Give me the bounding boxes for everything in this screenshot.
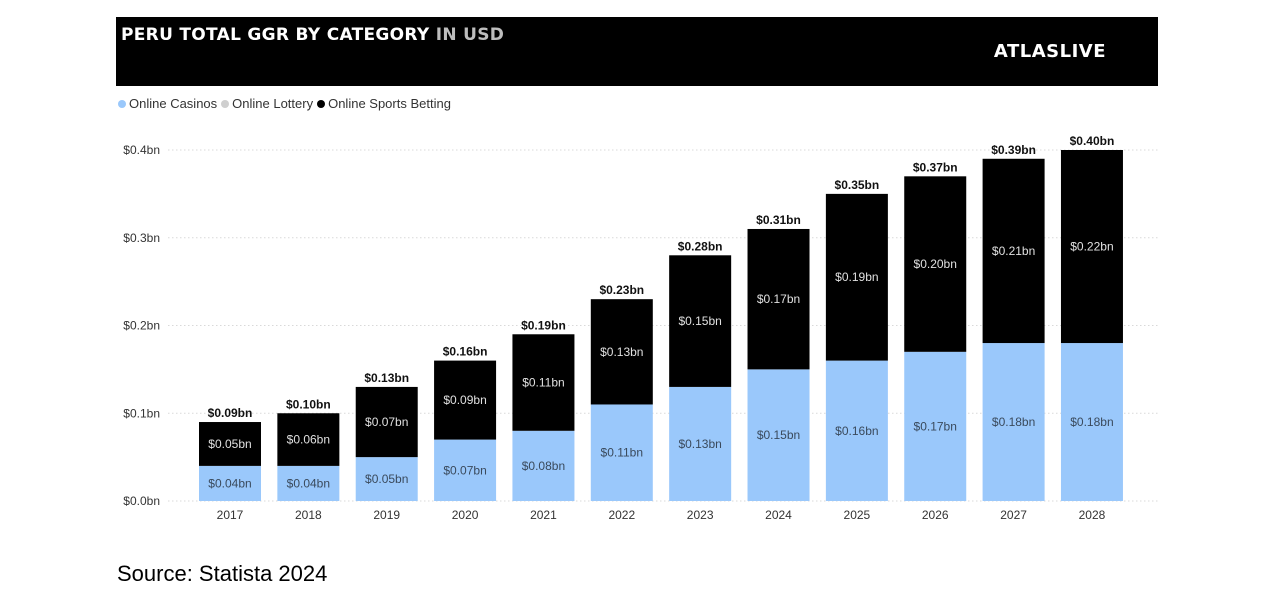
x-tick-label: 2028 [1079, 508, 1106, 522]
x-tick-label: 2023 [687, 508, 714, 522]
bar-online-sports-betting [434, 360, 497, 440]
data-label-online-casinos: $0.17bn [914, 419, 957, 433]
data-label-online-sports-betting: $0.22bn [1070, 240, 1113, 254]
bar-online-sports-betting [277, 413, 340, 466]
x-tick-label: 2021 [530, 508, 557, 522]
data-label-online-casinos: $0.04bn [287, 476, 330, 490]
y-tick-label: $0.2bn [123, 319, 160, 333]
bar-online-casinos [355, 457, 418, 501]
data-label-online-casinos: $0.08bn [522, 459, 565, 473]
x-tick-label: 2022 [608, 508, 635, 522]
chart-legend: Online Casinos Online Lottery Online Spo… [118, 96, 455, 111]
data-label-online-sports-betting: $0.19bn [835, 270, 878, 284]
bar-online-sports-betting [199, 422, 261, 466]
legend-item-online-casinos: Online Casinos [118, 96, 217, 111]
legend-item-online-lottery: Online Lottery [221, 96, 313, 111]
data-label-total: $0.37bn [913, 160, 958, 174]
bar-online-casinos [1060, 343, 1123, 501]
data-label-online-sports-betting: $0.09bn [443, 393, 486, 407]
bar-online-casinos [512, 430, 575, 501]
data-label-online-casinos: $0.18bn [992, 415, 1035, 429]
x-tick-label: 2018 [295, 508, 322, 522]
data-label-online-casinos: $0.04bn [208, 476, 251, 490]
bar-online-casinos [982, 343, 1045, 501]
data-label-online-casinos: $0.07bn [443, 463, 486, 477]
legend-label: Online Lottery [232, 96, 314, 111]
x-tick-label: 2024 [765, 508, 792, 522]
source-note: Source: Statista 2024 [117, 561, 328, 586]
data-label-total: $0.13bn [364, 371, 409, 385]
data-label-online-sports-betting: $0.17bn [757, 292, 800, 306]
data-label-total: $0.19bn [521, 318, 566, 332]
bar-online-casinos [669, 386, 732, 501]
bar-online-sports-betting [669, 255, 732, 387]
data-label-online-sports-betting: $0.15bn [678, 314, 721, 328]
bar-online-casinos [590, 404, 653, 501]
data-label-online-sports-betting: $0.07bn [365, 415, 408, 429]
bar-online-sports-betting [747, 228, 810, 370]
data-label-online-sports-betting: $0.13bn [600, 345, 643, 359]
legend-item-online-sports-betting: Online Sports Betting [317, 96, 451, 111]
data-label-total: $0.10bn [286, 397, 331, 411]
y-tick-label: $0.3bn [123, 231, 160, 245]
data-label-online-sports-betting: $0.21bn [992, 244, 1035, 258]
legend-dot-icon [221, 99, 230, 108]
y-tick-label: $0.4bn [123, 143, 160, 157]
legend-dot-icon [118, 99, 126, 108]
x-tick-label: 2025 [844, 508, 871, 522]
data-label-online-casinos: $0.15bn [757, 428, 800, 442]
bar-online-casinos [904, 351, 967, 501]
data-label-online-casinos: $0.13bn [678, 437, 721, 451]
bar-online-sports-betting [512, 334, 575, 431]
data-label-online-casinos: $0.05bn [365, 472, 408, 486]
chart-title-suffix: IN USD [435, 25, 505, 45]
x-tick-label: 2026 [922, 508, 949, 522]
data-label-total: $0.35bn [835, 178, 880, 192]
y-tick-label: $0.1bn [123, 406, 160, 420]
bar-online-sports-betting [355, 386, 418, 458]
legend-label: Online Sports Betting [328, 96, 451, 111]
bar-online-sports-betting [590, 299, 653, 405]
bar-online-casinos [825, 360, 888, 501]
y-tick-label: $0.0bn [123, 494, 160, 508]
data-label-online-sports-betting: $0.06bn [287, 433, 330, 447]
data-label-total: $0.31bn [756, 213, 801, 227]
data-label-total: $0.23bn [599, 283, 644, 297]
data-label-online-casinos: $0.16bn [835, 424, 878, 438]
bar-online-sports-betting [825, 193, 888, 361]
x-tick-label: 2027 [1000, 508, 1027, 522]
data-label-total: $0.16bn [443, 345, 488, 359]
chart-title-main: PERU TOTAL GGR BY CATEGORY [121, 25, 430, 45]
data-label-online-casinos: $0.11bn [601, 446, 644, 460]
x-tick-label: 2019 [373, 508, 400, 522]
data-label-total: $0.40bn [1070, 134, 1115, 148]
bar-online-casinos [747, 369, 810, 501]
x-tick-label: 2017 [217, 508, 244, 522]
bar-online-casinos [434, 439, 497, 501]
atlaslive-logo: ATLASLIVE [993, 41, 1106, 62]
bar-online-casinos [277, 465, 340, 501]
bar-online-sports-betting [904, 176, 967, 352]
data-label-total: $0.39bn [991, 143, 1036, 157]
data-label-total: $0.28bn [678, 239, 723, 253]
x-tick-label: 2020 [452, 508, 479, 522]
chart-header: PERU TOTAL GGR BY CATEGORY IN USD ATLASL… [116, 17, 1158, 86]
chart-title: PERU TOTAL GGR BY CATEGORY IN USD [121, 25, 504, 45]
data-label-online-casinos: $0.18bn [1070, 415, 1113, 429]
bar-online-casinos [199, 465, 261, 501]
data-label-total: $0.09bn [208, 406, 253, 420]
data-label-online-sports-betting: $0.05bn [208, 437, 251, 451]
data-label-online-sports-betting: $0.11bn [522, 376, 565, 390]
bar-online-sports-betting [1060, 150, 1123, 344]
legend-dot-icon [317, 99, 326, 108]
bar-online-sports-betting [982, 158, 1045, 344]
legend-label: Online Casinos [129, 96, 218, 111]
data-label-online-sports-betting: $0.20bn [914, 257, 957, 271]
